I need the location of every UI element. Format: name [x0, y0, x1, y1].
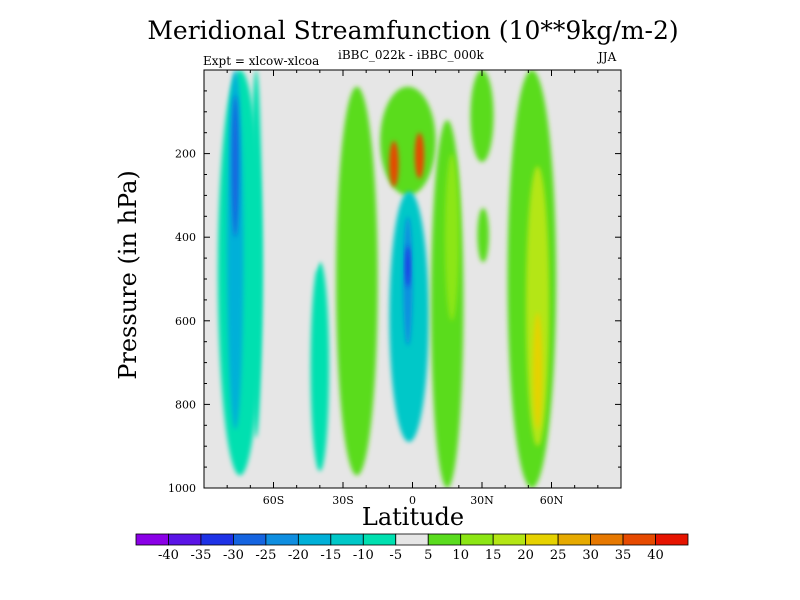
colorbar-label: 40	[647, 548, 664, 563]
x-tick-label: 30N	[470, 494, 494, 507]
colorbar-swatch	[557, 533, 591, 546]
colorbar-swatch	[655, 533, 689, 546]
season-label: JJA	[598, 50, 617, 64]
colorbar-swatch	[395, 533, 429, 546]
contour-southern-negative-band-core-2	[231, 95, 239, 238]
colorbar: -40 -35 -30 -25 -20 -15 -10 -5 5 10 15 20 25 30 35 40	[135, 533, 689, 563]
x-axis-label: Latitude	[361, 503, 465, 531]
x-tick-label: 60N	[540, 494, 564, 507]
y-tick-label: 1000	[168, 482, 196, 495]
colorbar-swatch	[427, 533, 462, 546]
colorbar-swatch	[135, 533, 169, 546]
contour-subtropical-negative-upper	[308, 187, 320, 271]
contour-equatorial-positive-jet-core-1	[389, 141, 399, 188]
y-tick-label: 600	[175, 315, 196, 328]
colorbar-label: 25	[550, 548, 567, 563]
colorbar-swatch	[200, 533, 234, 546]
y-tick-label: 800	[175, 398, 196, 411]
colorbar-swatch	[492, 533, 527, 546]
colorbar-label: -10	[353, 548, 374, 563]
colorbar-swatch	[233, 533, 267, 546]
colorbar-label: 35	[615, 548, 632, 563]
colorbar-label: -30	[223, 548, 244, 563]
contour-fields	[217, 70, 557, 488]
colorbar-swatch	[297, 533, 332, 546]
experiment-label: Expt = xlcow-xlcoa	[203, 54, 320, 68]
colorbar-label: -5	[389, 548, 402, 563]
contour-equatorial-positive-jet	[380, 86, 436, 196]
chart-title: Meridional Streamfunction (10**9kg/m-2)	[147, 16, 679, 45]
colorbar-label: -25	[255, 548, 276, 563]
colorbar-swatch	[168, 533, 202, 546]
x-tick-label: 0	[409, 494, 416, 507]
colorbar-swatch	[525, 533, 559, 546]
contour-equatorial-positive-jet-core-2	[414, 132, 425, 179]
colorbar-label: 30	[582, 548, 599, 563]
colorbar-label: 5	[424, 548, 432, 563]
colorbar-label: -35	[190, 548, 211, 563]
contour-midlat-positive-band-core-1	[526, 166, 550, 447]
y-tick-label: 400	[175, 231, 196, 244]
colorbar-swatch	[460, 533, 494, 546]
colorbar-label: 10	[452, 548, 469, 563]
axis-ticks: 60S 30S 0 30N 60N 200 400 600 800 1000	[168, 70, 621, 507]
colorbar-label: 15	[485, 548, 502, 563]
contour-southern-negative-band-core-1	[227, 70, 244, 430]
colorbar-label: -15	[320, 548, 341, 563]
colorbar-swatch	[622, 533, 656, 546]
colorbar-swatch	[590, 533, 624, 546]
contour-equatorial-negative-cell-core-2	[405, 245, 411, 288]
contour-upper-positive-tower	[470, 70, 494, 162]
center-subtitle: iBBC_022k - iBBC_000k	[338, 48, 484, 62]
contour-northern-weak-cell	[477, 207, 489, 263]
y-tick-label: 200	[175, 148, 196, 161]
contour-southern-positive-band	[336, 86, 378, 476]
colorbar-swatch	[265, 533, 299, 546]
colorbar-label: -40	[158, 548, 179, 563]
x-tick-label: 30S	[332, 494, 354, 507]
contour-midlat-positive-band-core-2	[532, 312, 543, 430]
contour-northern-positive-band-core-1	[444, 153, 459, 321]
colorbar-label: 20	[517, 548, 534, 563]
colorbar-label: -20	[288, 548, 309, 563]
x-tick-label: 60S	[263, 494, 285, 507]
contour-southern-weak-band	[250, 70, 262, 438]
colorbar-swatch	[362, 533, 397, 546]
colorbar-swatch	[330, 533, 364, 546]
contour-southern-surface-cell	[310, 262, 330, 472]
